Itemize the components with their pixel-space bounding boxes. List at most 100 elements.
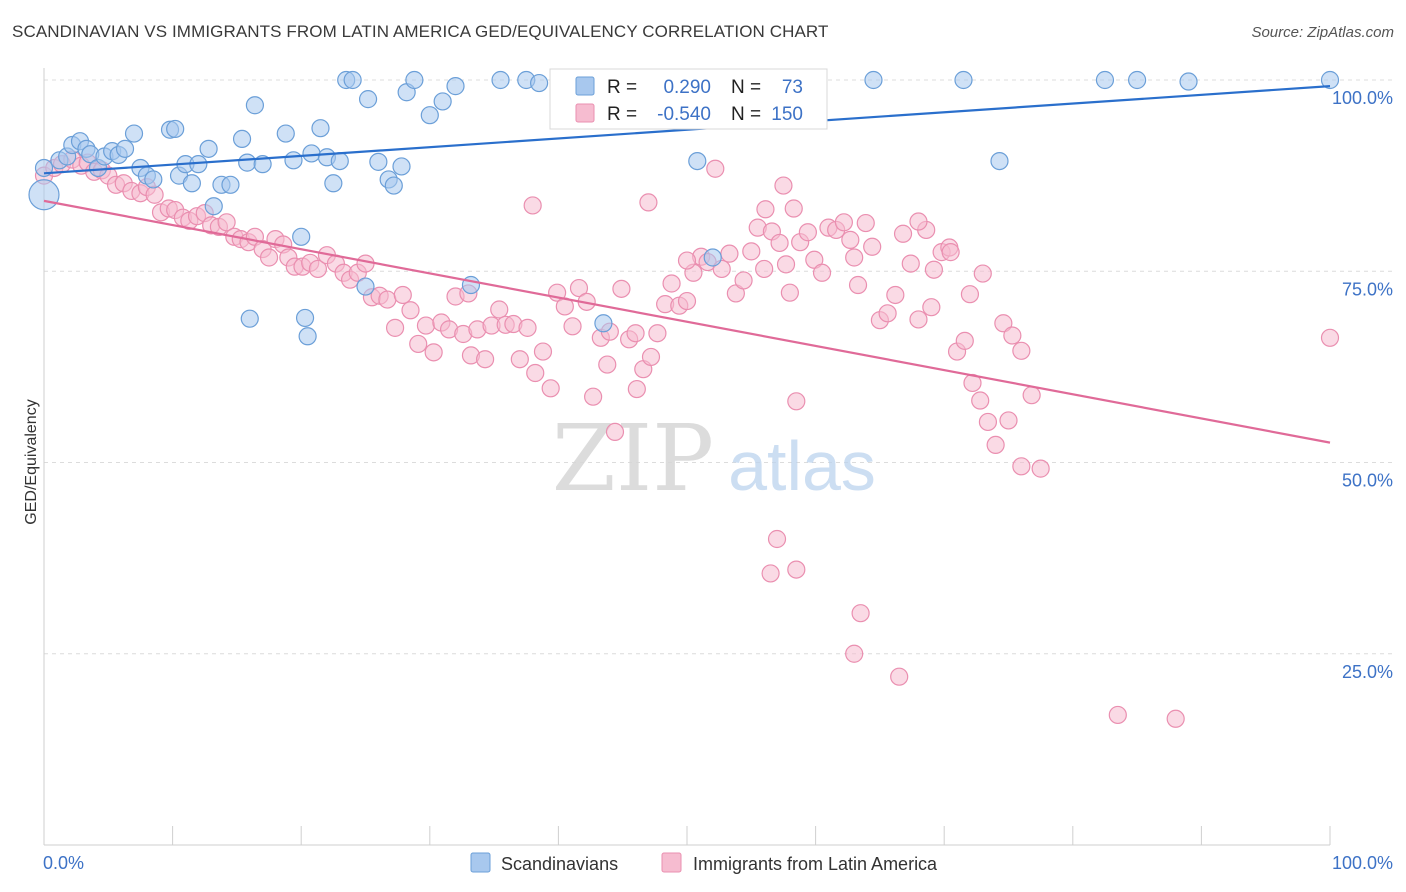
r-value: 0.290 bbox=[663, 77, 711, 98]
data-point-scandinavians bbox=[276, 124, 295, 143]
data-point-latin-america bbox=[259, 248, 279, 267]
data-point-latin-america bbox=[569, 278, 589, 298]
data-point-latin-america bbox=[1108, 705, 1127, 725]
y-tick-label: 100.0% bbox=[1332, 88, 1393, 108]
data-point-latin-america bbox=[677, 251, 697, 270]
series-scandinavians-points bbox=[28, 70, 1340, 346]
data-point-scandinavians bbox=[954, 70, 973, 90]
data-point-scandinavians bbox=[1095, 70, 1115, 90]
data-point-latin-america bbox=[605, 422, 625, 441]
data-point-latin-america bbox=[798, 223, 817, 242]
data-point-latin-america bbox=[756, 200, 775, 219]
trend-lines bbox=[43, 85, 1331, 444]
data-point-scandinavians bbox=[446, 77, 465, 96]
data-point-latin-america bbox=[909, 212, 928, 231]
data-point-latin-america bbox=[812, 263, 832, 282]
data-point-scandinavians bbox=[330, 151, 349, 171]
trend-line-latin-america bbox=[43, 199, 1331, 444]
x-tick-label: 0.0% bbox=[43, 853, 84, 873]
data-point-latin-america bbox=[851, 604, 870, 623]
data-point-latin-america bbox=[401, 301, 420, 320]
data-point-latin-america bbox=[878, 304, 897, 323]
data-point-scandinavians bbox=[420, 106, 439, 125]
source-credit: Source: ZipAtlas.com bbox=[1251, 24, 1394, 41]
stats-legend: R = 0.290 N = 73 R = -0.540 N = 150 bbox=[549, 68, 828, 130]
data-point-latin-america bbox=[767, 529, 787, 549]
legend-swatch-scandinavians bbox=[470, 852, 491, 873]
data-point-scandinavians bbox=[253, 155, 272, 174]
data-point-scandinavians bbox=[688, 151, 707, 171]
data-point-latin-america bbox=[742, 242, 761, 261]
data-point-latin-america bbox=[533, 342, 553, 361]
data-point-latin-america bbox=[893, 224, 913, 243]
data-point-latin-america bbox=[863, 237, 882, 256]
data-point-latin-america bbox=[475, 350, 495, 369]
y-axis-label: GED/Equivalency bbox=[23, 399, 40, 524]
data-point-scandinavians bbox=[28, 179, 60, 211]
data-point-latin-america bbox=[845, 248, 864, 267]
data-point-latin-america bbox=[776, 255, 796, 274]
x-tick-label: 100.0% bbox=[1332, 853, 1393, 873]
data-point-scandinavians bbox=[204, 197, 223, 216]
axes bbox=[43, 68, 1331, 846]
data-point-latin-america bbox=[145, 185, 164, 204]
legend-swatch-latin-america bbox=[661, 852, 682, 873]
data-point-latin-america bbox=[780, 283, 799, 302]
data-point-latin-america bbox=[1166, 709, 1185, 728]
data-point-scandinavians bbox=[144, 170, 163, 189]
data-point-scandinavians bbox=[232, 129, 252, 149]
data-point-latin-america bbox=[639, 193, 658, 212]
n-value: 150 bbox=[771, 104, 803, 125]
data-point-latin-america bbox=[648, 324, 667, 343]
data-point-latin-america bbox=[378, 290, 397, 309]
data-point-scandinavians bbox=[182, 174, 201, 193]
y-tick-label: 50.0% bbox=[1342, 471, 1393, 491]
data-point-scandinavians bbox=[1127, 70, 1147, 90]
data-point-scandinavians bbox=[166, 119, 185, 139]
data-point-latin-america bbox=[999, 411, 1018, 430]
data-point-latin-america bbox=[787, 392, 806, 411]
data-point-scandinavians bbox=[1320, 70, 1340, 90]
data-point-scandinavians bbox=[324, 174, 343, 193]
chart-title: SCANDINAVIAN VS IMMIGRANTS FROM LATIN AM… bbox=[12, 22, 829, 41]
bottom-legend: Scandinavians Immigrants from Latin Ameri… bbox=[470, 852, 938, 874]
data-point-scandinavians bbox=[292, 227, 311, 246]
legend-swatch bbox=[575, 76, 595, 96]
legend-swatch bbox=[575, 103, 595, 123]
data-point-latin-america bbox=[541, 379, 560, 398]
data-point-scandinavians bbox=[245, 96, 265, 115]
data-point-latin-america bbox=[973, 264, 992, 283]
data-point-latin-america bbox=[1031, 459, 1050, 478]
data-point-latin-america bbox=[978, 412, 998, 432]
data-point-latin-america bbox=[523, 196, 542, 215]
data-point-latin-america bbox=[1012, 457, 1031, 476]
legend-label-scandinavians: Scandinavians bbox=[501, 854, 618, 874]
y-tick-label: 25.0% bbox=[1342, 662, 1393, 682]
r-value: -0.540 bbox=[657, 104, 711, 125]
y-tick-label: 75.0% bbox=[1342, 279, 1393, 299]
data-point-latin-america bbox=[845, 644, 864, 663]
data-point-latin-america bbox=[356, 254, 375, 273]
data-point-latin-america bbox=[598, 355, 617, 374]
stats-box bbox=[549, 68, 828, 130]
data-point-latin-america bbox=[706, 159, 725, 178]
data-point-scandinavians bbox=[491, 70, 510, 90]
data-point-latin-america bbox=[784, 199, 803, 218]
watermark-atlas: atlas bbox=[728, 427, 876, 505]
data-point-scandinavians bbox=[990, 151, 1009, 171]
data-point-latin-america bbox=[886, 285, 905, 305]
n-value: 73 bbox=[782, 77, 803, 98]
data-point-latin-america bbox=[424, 343, 443, 362]
data-point-latin-america bbox=[848, 275, 868, 295]
data-point-latin-america bbox=[518, 318, 537, 337]
data-point-latin-america bbox=[627, 379, 646, 399]
data-point-scandinavians bbox=[311, 119, 330, 138]
data-point-scandinavians bbox=[356, 277, 375, 296]
data-point-latin-america bbox=[217, 213, 236, 232]
data-point-scandinavians bbox=[530, 73, 549, 93]
data-point-scandinavians bbox=[240, 309, 259, 328]
data-point-scandinavians bbox=[199, 139, 218, 158]
data-point-scandinavians bbox=[358, 90, 378, 109]
trend-line-scandinavians bbox=[43, 85, 1331, 175]
